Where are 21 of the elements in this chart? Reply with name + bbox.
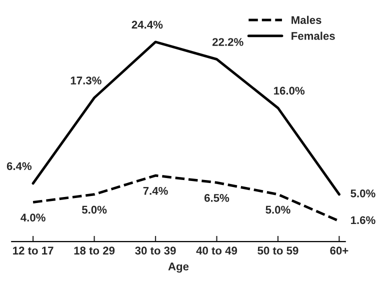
x-tick-label: 18 to 29 — [74, 246, 115, 255]
legend-label: Males — [292, 16, 322, 24]
data-label: 17.3% — [70, 76, 102, 84]
data-label: 4.0% — [20, 214, 46, 222]
x-axis-title: Age — [168, 262, 189, 273]
data-label: 1.6% — [351, 216, 376, 224]
x-tick-label: 50 to 59 — [258, 246, 298, 255]
x-tick-label: 60+ — [330, 246, 348, 255]
x-tick-label: 12 to 17 — [13, 246, 54, 255]
data-label: 5.0% — [350, 190, 376, 198]
data-label: 5.0% — [82, 206, 107, 214]
data-label: 6.5% — [204, 194, 230, 202]
data-label: 16.0% — [274, 86, 305, 95]
x-tick-label: 40 to 49 — [196, 246, 238, 255]
data-label: 7.4% — [143, 186, 168, 195]
data-label: 24.4% — [132, 20, 163, 29]
x-tick-label: 30 to 39 — [135, 246, 176, 255]
legend-label: Females — [292, 32, 335, 40]
data-label: 6.4% — [6, 162, 32, 170]
data-label: 5.0% — [266, 206, 290, 214]
data-label: 22.2% — [212, 38, 244, 46]
